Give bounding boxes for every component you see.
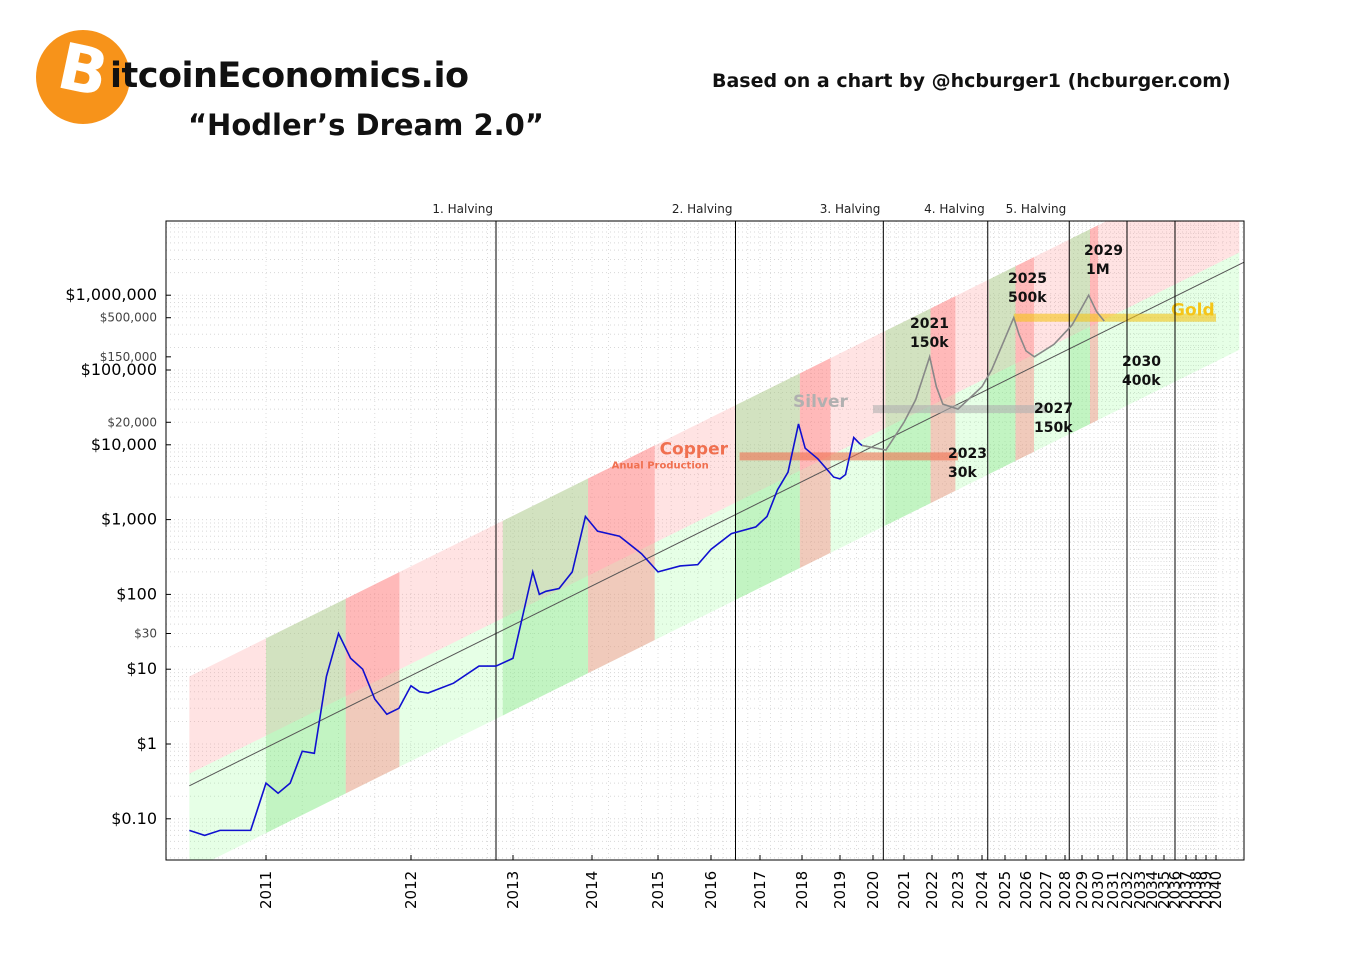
x-tick-label: 2018 [793, 871, 811, 909]
x-tick-label: 2037 [1177, 871, 1195, 909]
y-tick-label: $30 [134, 627, 157, 641]
x-tick-label: 2015 [649, 871, 667, 909]
plot-frame [165, 220, 1245, 861]
x-tick-label: 2040 [1207, 871, 1225, 909]
halving-label: 5. Halving [1006, 202, 1067, 216]
x-tick-label: 2036 [1166, 871, 1184, 909]
x-tick-label: 2017 [751, 871, 769, 909]
annotation-year: 2025 [1008, 271, 1047, 287]
chart-title: “Hodler’s Dream 2.0” [188, 108, 544, 142]
annotation-price: 1M [1086, 262, 1110, 278]
y-tick-label: $1,000,000 [65, 285, 157, 304]
x-tick-label: 2028 [1056, 871, 1074, 909]
level-bar-silver [873, 405, 1046, 414]
annotation-year: 2029 [1084, 243, 1123, 259]
y-tick-label: $1,000 [101, 510, 157, 529]
y-tick-label: $100 [116, 584, 157, 603]
annotation-price: 400k [1122, 373, 1161, 389]
chart-credit: Based on a chart by @hcburger1 (hcburger… [712, 70, 1231, 92]
accumulation-zone [988, 266, 1016, 475]
x-tick-label: 2016 [702, 871, 720, 909]
y-tick-label: $150,000 [100, 350, 157, 364]
halving-label: 1. Halving [432, 202, 493, 216]
y-tick-label: $10,000 [91, 435, 157, 454]
x-tick-label: 2013 [504, 871, 522, 909]
x-tick-label: 2030 [1089, 871, 1107, 909]
x-tick-label: 2029 [1073, 871, 1091, 909]
x-tick-label: 2034 [1143, 871, 1161, 909]
annotation-year: 2021 [910, 316, 949, 332]
halving-label: 4. Halving [924, 202, 985, 216]
level-sublabel: Anual Production [612, 460, 709, 471]
lower-band [189, 252, 1240, 860]
x-tick-label: 2033 [1131, 871, 1149, 909]
x-tick-label: 2024 [973, 871, 991, 909]
y-tick-label: $1 [137, 734, 157, 753]
series-historical [189, 423, 863, 837]
annotation-year: 2030 [1122, 354, 1161, 370]
x-tick-label: 2031 [1104, 871, 1122, 909]
x-tick-label: 2026 [1017, 871, 1035, 909]
annotation-price: 30k [948, 465, 977, 481]
x-tick-label: 2023 [949, 871, 967, 909]
price-series [189, 293, 1105, 837]
annotation-year: 2023 [948, 446, 987, 462]
x-tick-label: 2025 [996, 871, 1014, 909]
x-tick-label: 2020 [864, 871, 882, 909]
distribution-zone [799, 358, 831, 568]
y-tick-label: $500,000 [100, 311, 157, 325]
brand-title: itcoinEconomics.io [110, 56, 469, 96]
halving-label: 2. Halving [672, 202, 733, 216]
annotations: 2021 150k 2023 30k 2025 500k 2027 150k 2029 1M 203… [910, 243, 1161, 481]
x-tick-label: 2021 [895, 871, 913, 909]
level-bar-gold [1013, 313, 1216, 322]
halving-label: 3. Halving [820, 202, 881, 216]
trend-line [189, 261, 1244, 787]
x-tick-label: 2019 [831, 871, 849, 909]
level-label-gold: Gold [1171, 301, 1215, 321]
x-tick-label: 2032 [1118, 871, 1136, 909]
x-tick-label: 2027 [1037, 871, 1055, 909]
x-tick-label: 2038 [1187, 871, 1205, 909]
distribution-zone [1090, 225, 1098, 424]
halving-lines: 1. Halving 2. Halving 3. Halving 4. Halving… [432, 202, 1176, 860]
accumulation-zone [266, 598, 346, 834]
y-tick-label: $20,000 [107, 415, 157, 429]
accumulation-zone [1070, 229, 1090, 434]
accumulation-zone [502, 478, 589, 716]
level-label-silver: Silver [793, 392, 849, 412]
distribution-zone [1015, 257, 1034, 461]
accumulation-zone [885, 308, 931, 526]
x-tick-label: 2035 [1155, 871, 1173, 909]
x-tick-label: 2012 [402, 871, 420, 909]
x-tick-label: 2039 [1197, 871, 1215, 909]
y-tick-label: $0.10 [111, 809, 157, 828]
trend-bands [189, 221, 1244, 860]
y-axis: $1,000,000 $500,000 $150,000$100,000 $20,00… [65, 285, 171, 828]
distribution-zone [930, 296, 956, 504]
bitcoin-logo: B [36, 30, 130, 124]
upper-band [189, 221, 1240, 774]
x-tick-label: 2011 [257, 871, 275, 909]
level-label-copper: Copper [660, 439, 729, 459]
x-axis: 2011 2012 2013 2014 2015 2016 2017 2018 2019 2020… [257, 855, 1225, 909]
distribution-zone [345, 572, 400, 794]
annotation-price: 150k [910, 335, 949, 351]
y-tick-label: $100,000 [81, 360, 157, 379]
distribution-zone [588, 445, 655, 674]
accumulation-zone [735, 373, 800, 600]
annotation-year: 2027 [1034, 401, 1073, 417]
x-tick-label: 2014 [583, 871, 601, 909]
series-projection [861, 293, 1105, 451]
annotation-price: 500k [1008, 290, 1047, 306]
x-tick-label: 2022 [923, 871, 941, 909]
annotation-price: 150k [1034, 420, 1073, 436]
y-tick-label: $10 [126, 659, 157, 678]
